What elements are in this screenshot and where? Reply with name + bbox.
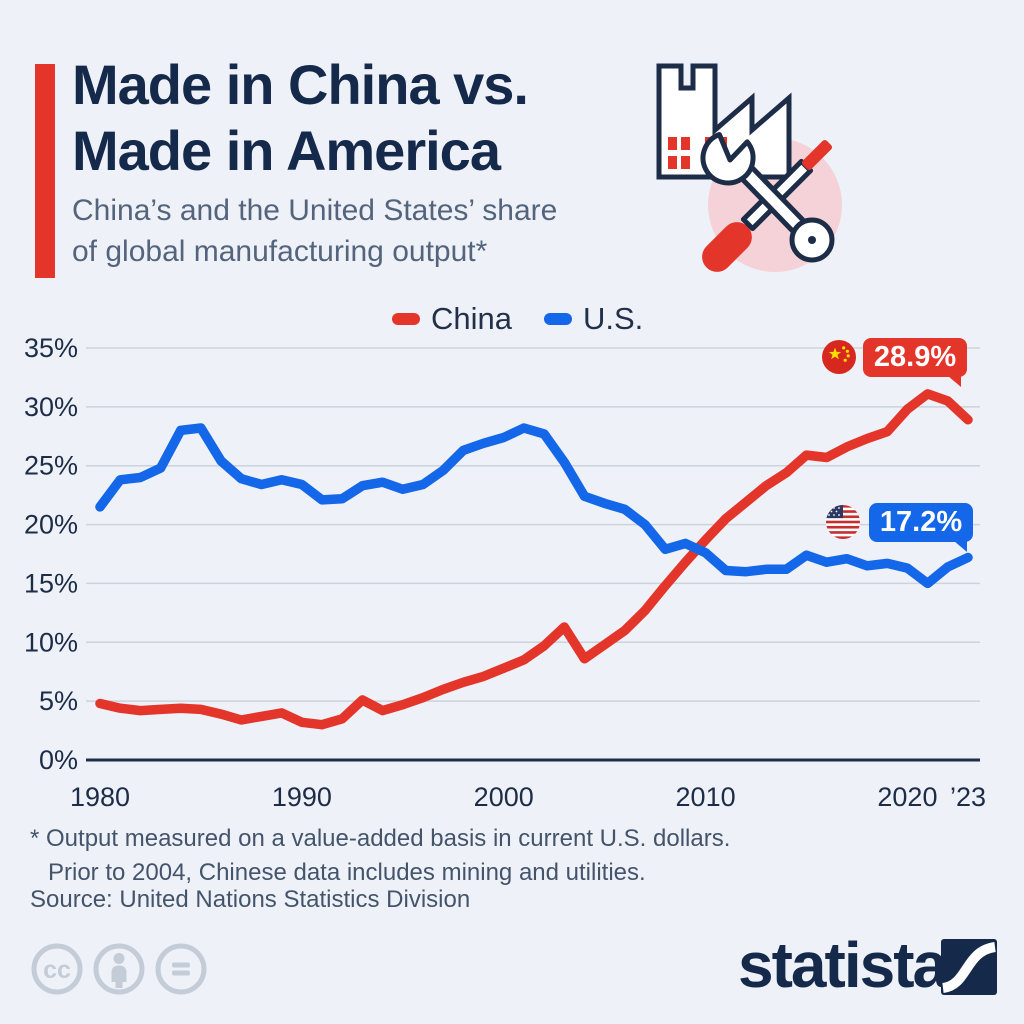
subtitle-line-2: of global manufacturing output*	[72, 235, 488, 268]
legend-swatch-us	[544, 313, 572, 325]
by-person-icon	[93, 943, 145, 995]
grid-lines	[86, 347, 980, 762]
us-flag-icon	[826, 505, 860, 539]
subtitle-line-1: China’s and the United States’ share	[72, 194, 558, 227]
statista-s-curve-logo-icon	[941, 939, 997, 995]
legend-item-china: China	[392, 301, 512, 337]
china-value-badge: 28.9%	[863, 338, 967, 387]
china-value-label: 28.9%	[873, 341, 957, 373]
x-tick-label: 1980	[70, 782, 130, 812]
y-axis-labels: 35% 30% 25% 20% 15% 10% 5% 0%	[24, 333, 78, 775]
title-line-1: Made in China vs.	[72, 53, 529, 116]
china-flag-icon	[822, 340, 856, 374]
license-icons: cc	[31, 943, 207, 995]
y-tick-label: 5%	[39, 686, 78, 716]
x-tick-label: 2000	[474, 782, 534, 812]
us-value-label: 17.2%	[879, 506, 963, 538]
y-tick-label: 35%	[24, 333, 78, 363]
legend-label-china: China	[431, 301, 512, 336]
page-title: Made in China vs. Made in America	[72, 52, 529, 184]
wrench-icon	[700, 132, 835, 263]
chart-subtitle: China’s and the United States’ share of …	[72, 190, 557, 272]
statista-logo-text: statista	[738, 929, 948, 1001]
x-tick-label: 1990	[272, 782, 332, 812]
x-tick-label: 2020	[877, 782, 937, 812]
footnote-line-1: * Output measured on a value-added basis…	[30, 825, 731, 852]
legend-item-us: U.S.	[544, 301, 643, 337]
cc-icon	[31, 943, 83, 995]
legend-label-us: U.S.	[583, 301, 644, 336]
svg-text:cc: cc	[43, 956, 71, 984]
y-tick-label: 20%	[24, 510, 78, 540]
footnote-line-2: Prior to 2004, Chinese data includes min…	[48, 859, 646, 886]
line-chart: 35% 30% 25% 20% 15% 10% 5% 0% 1980 1990 2000 2010 2…	[24, 333, 986, 812]
x-tick-label: 2010	[676, 782, 736, 812]
y-tick-label: 25%	[24, 451, 78, 481]
us-value-badge: 17.2%	[869, 503, 973, 552]
x-axis-labels: 1980 1990 2000 2010 2020 ’23	[70, 782, 986, 812]
factory-tools-icon	[656, 63, 842, 272]
chart-legend: China U.S.	[392, 301, 643, 337]
y-tick-label: 10%	[24, 627, 78, 657]
y-tick-label: 15%	[24, 568, 78, 598]
x-tick-label: ’23	[950, 782, 986, 812]
legend-swatch-china	[392, 313, 420, 325]
series-lines	[95, 389, 973, 730]
nd-equals-icon	[155, 943, 207, 995]
title-line-2: Made in America	[72, 119, 501, 182]
factory-icon	[656, 63, 792, 180]
china-line	[95, 389, 973, 730]
y-tick-label: 0%	[39, 745, 78, 775]
footnote: * Output measured on a value-added basis…	[30, 822, 730, 890]
source-line: Source: United Nations Statistics Divisi…	[30, 886, 471, 913]
us-line	[95, 423, 973, 589]
y-tick-label: 30%	[24, 392, 78, 422]
title-accent-bar	[35, 64, 55, 278]
